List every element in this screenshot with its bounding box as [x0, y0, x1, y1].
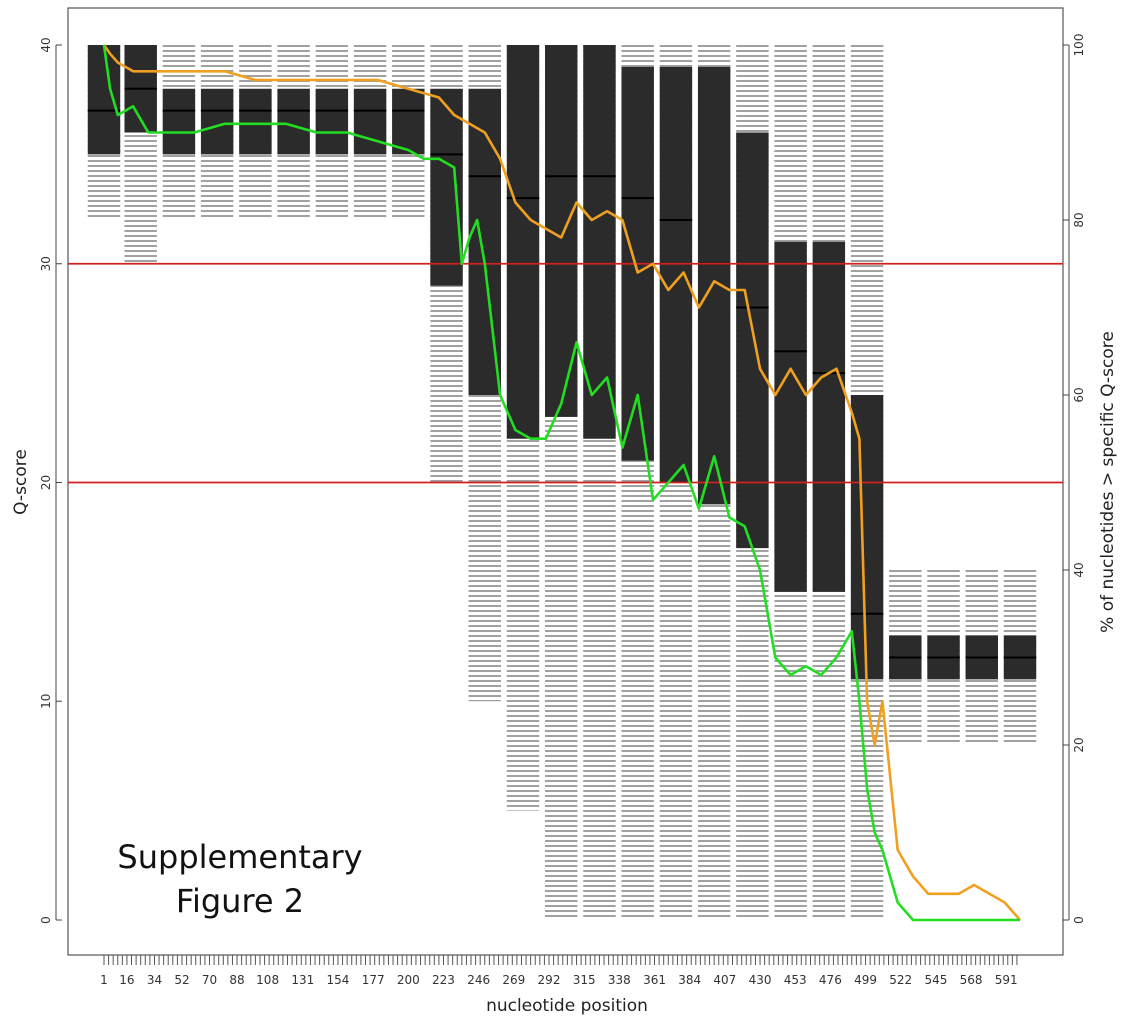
box	[697, 66, 731, 505]
y2-tick-label: 40	[1072, 562, 1086, 577]
x-tick-label: 499	[854, 973, 877, 987]
box	[850, 395, 884, 680]
x-tick-label: 16	[119, 973, 134, 987]
box	[162, 88, 196, 155]
x-tick-label: 52	[174, 973, 189, 987]
x-tick-label: 591	[995, 973, 1018, 987]
box	[468, 88, 501, 395]
x-tick-label: 177	[362, 973, 385, 987]
y-axis-right: 0 20 40 60 80 100	[1063, 34, 1086, 924]
x-tick-label: 545	[924, 973, 947, 987]
x-axis: 1 16 34 52 70 88 108 131 154 177 200 223 246 269 292 31…	[100, 955, 1018, 987]
box	[583, 45, 616, 439]
box	[736, 132, 769, 549]
box	[315, 88, 349, 155]
x-tick-label: 292	[538, 973, 561, 987]
x-tick-label: 1	[100, 973, 108, 987]
x-tick-label: 223	[432, 973, 455, 987]
box	[353, 88, 387, 155]
x-tick-label: 108	[256, 973, 279, 987]
y2-tick-label: 0	[1072, 916, 1086, 924]
figure-caption-line1: Supplementary	[117, 838, 362, 876]
y-tick-label: 30	[39, 256, 53, 271]
box	[87, 45, 121, 155]
x-axis-label: nucleotide position	[486, 996, 648, 1016]
x-tick-label: 361	[643, 973, 666, 987]
x-tick-label: 522	[889, 973, 912, 987]
series-line-1	[102, 44, 1020, 922]
x-tick-label: 269	[502, 973, 525, 987]
x-tick-label: 476	[819, 973, 842, 987]
figure-caption-line2: Figure 2	[176, 882, 304, 920]
y-tick-label: 10	[39, 694, 53, 709]
y-tick-label: 0	[39, 916, 53, 924]
boxplot-layer	[87, 45, 1037, 920]
x-tick-label: 315	[573, 973, 596, 987]
x-tick-label: 88	[229, 973, 244, 987]
box	[812, 241, 846, 592]
x-tick-label: 384	[678, 973, 701, 987]
plot-frame	[67, 7, 1064, 956]
y-tick-label: 40	[39, 37, 53, 52]
y2-tick-label: 100	[1072, 34, 1086, 57]
x-tick-label: 407	[713, 973, 736, 987]
box	[392, 88, 425, 155]
box	[659, 66, 693, 483]
box	[277, 88, 310, 155]
x-tick-label: 70	[202, 973, 217, 987]
y-axis-left: 0 10 20 30 40	[39, 37, 62, 924]
x-tick-label: 453	[784, 973, 807, 987]
x-tick-label: 200	[397, 973, 420, 987]
x-tick-label: 131	[291, 973, 314, 987]
reference-lines	[68, 262, 1063, 484]
series-layer	[102, 44, 1021, 922]
y2-tick-label: 20	[1072, 737, 1086, 752]
x-tick-label: 568	[960, 973, 983, 987]
box	[774, 241, 807, 592]
box	[430, 88, 463, 286]
y-axis-label: Q-score	[11, 449, 31, 515]
x-tick-label: 338	[608, 973, 631, 987]
x-tick-label: 34	[147, 973, 162, 987]
box	[239, 88, 272, 155]
y2-tick-label: 80	[1072, 212, 1086, 227]
x-tick-label: 430	[749, 973, 772, 987]
x-tick-label: 154	[327, 973, 350, 987]
x-tick-label: 246	[467, 973, 490, 987]
y-tick-label: 20	[39, 475, 53, 490]
series-line-0	[102, 44, 1021, 921]
y2-tick-label: 60	[1072, 387, 1086, 402]
y2-axis-label: % of nucleotides > specific Q-score	[1098, 331, 1118, 633]
box	[200, 88, 234, 155]
box	[506, 45, 540, 439]
